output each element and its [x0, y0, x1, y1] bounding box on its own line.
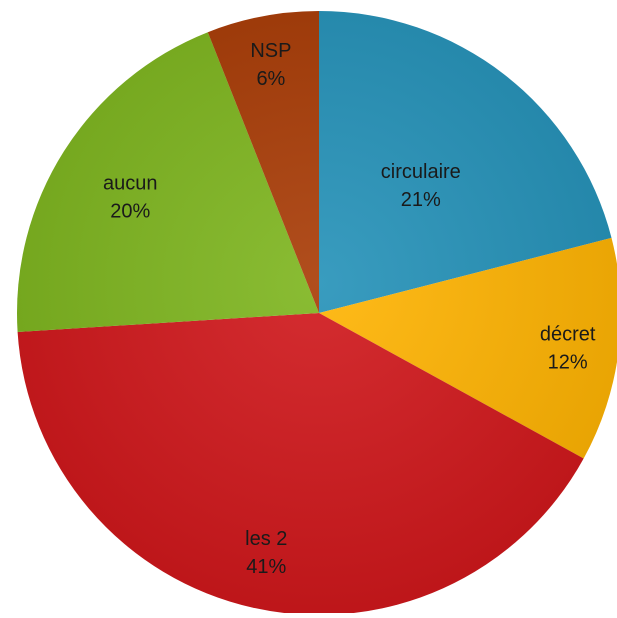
slice-label-circulaire: circulaire [381, 161, 461, 183]
slice-label-aucun: aucun [103, 172, 158, 194]
slice-value-decret: 12% [548, 351, 588, 373]
slice-value-nsp: 6% [256, 68, 285, 90]
labels-layer: circulaire 21% décret 12% les 2 41% aucun 20% NS… [103, 40, 596, 578]
slice-label-decret: décret [540, 323, 596, 345]
slice-value-circulaire: 21% [401, 189, 441, 211]
slice-value-aucun: 20% [110, 200, 150, 222]
slices-layer [16, 11, 617, 615]
slice-label-les-2: les 2 [245, 528, 287, 550]
slice-label-nsp: NSP [250, 40, 291, 62]
slice-value-les-2: 41% [246, 556, 286, 578]
